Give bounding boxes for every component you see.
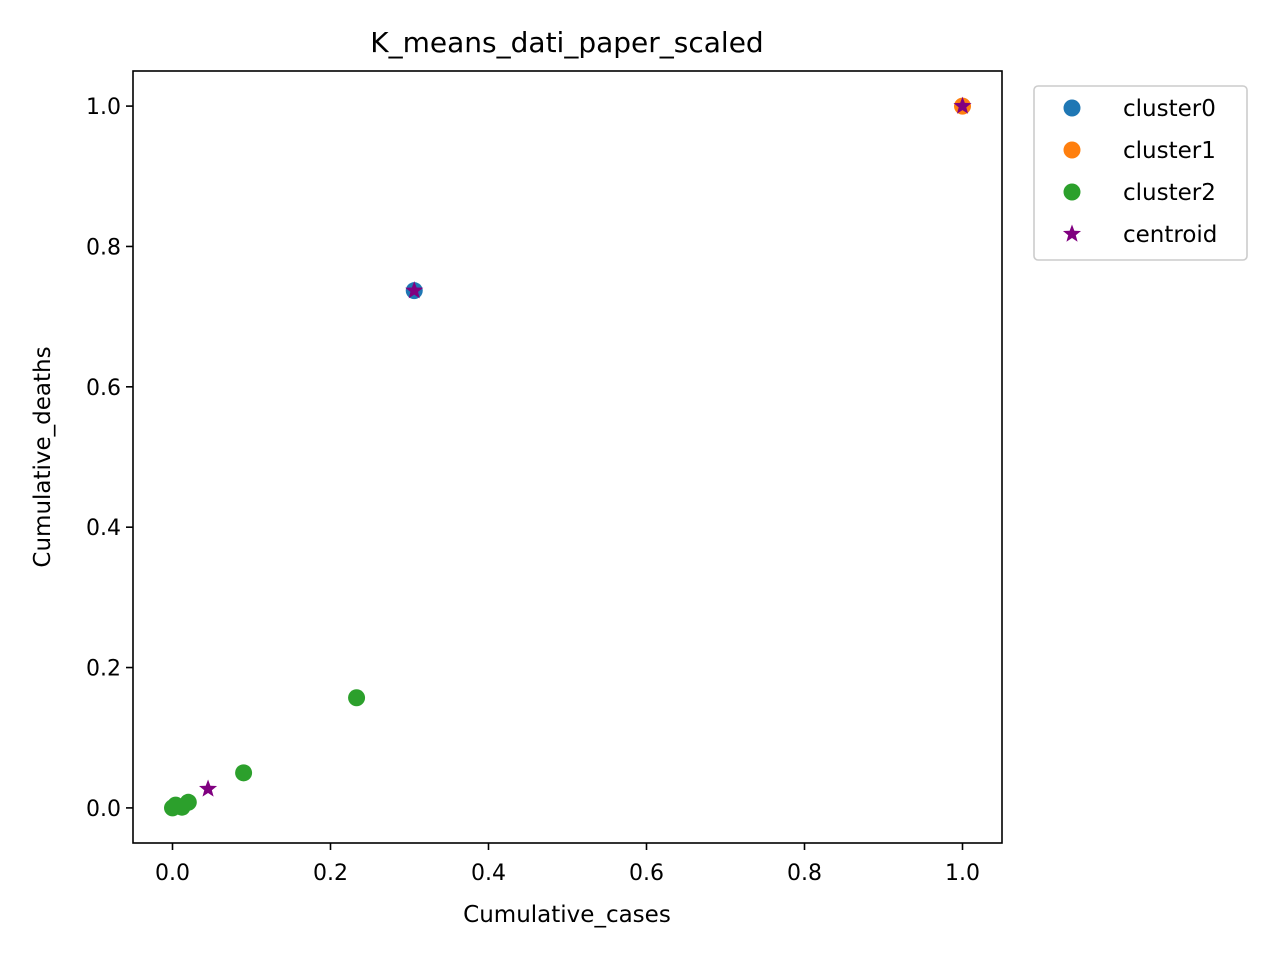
y-tick-label: 0.0 (86, 797, 121, 822)
x-axis-label: Cumulative_cases (463, 902, 671, 928)
y-tick-label: 0.4 (86, 516, 121, 541)
centroid-point (199, 779, 218, 797)
legend-item-cluster0: cluster0 (1063, 96, 1216, 122)
cluster2-point (235, 764, 253, 782)
legend-item-cluster2: cluster2 (1063, 180, 1216, 206)
series-centroid (199, 96, 972, 797)
legend-frame (1033, 85, 1248, 261)
legend-marker (1062, 224, 1082, 242)
y-axis-label: Cumulative_deaths (30, 346, 56, 567)
x-tick-label: 0.8 (787, 861, 822, 886)
legend-marker (1063, 141, 1081, 159)
y-axis: 0.0 0.2 0.4 0.6 0.8 1.0 (86, 95, 133, 822)
x-tick-label: 1.0 (945, 861, 980, 886)
chart-legend: cluster0 cluster1 cluster2 centroid (1033, 85, 1248, 261)
legend-label: centroid (1123, 222, 1217, 248)
legend-label: cluster0 (1123, 96, 1216, 122)
legend-marker (1063, 99, 1081, 117)
axes-frame (132, 70, 1003, 844)
series-cluster2 (164, 689, 366, 817)
legend-item-cluster1: cluster1 (1063, 138, 1216, 164)
x-tick-label: 0.0 (155, 861, 190, 886)
legend-item-centroid: centroid (1062, 222, 1217, 248)
plot-area (164, 96, 972, 817)
legend-label: cluster1 (1123, 138, 1216, 164)
x-tick-label: 0.6 (629, 861, 664, 886)
cluster2-point (348, 689, 366, 707)
centroid-point (953, 96, 972, 114)
y-tick-label: 0.6 (86, 376, 121, 401)
y-tick-label: 1.0 (86, 95, 121, 120)
y-tick-label: 0.8 (86, 235, 121, 260)
legend-marker (1063, 183, 1081, 201)
cluster2-point (179, 793, 197, 811)
x-tick-label: 0.2 (313, 861, 348, 886)
chart-title: K_means_dati_paper_scaled (370, 26, 763, 59)
x-tick-label: 0.4 (471, 861, 506, 886)
y-tick-label: 0.2 (86, 657, 121, 682)
centroid-point (405, 281, 424, 299)
legend-label: cluster2 (1123, 180, 1216, 206)
x-axis: 0.0 0.2 0.4 0.6 0.8 1.0 (155, 843, 980, 886)
